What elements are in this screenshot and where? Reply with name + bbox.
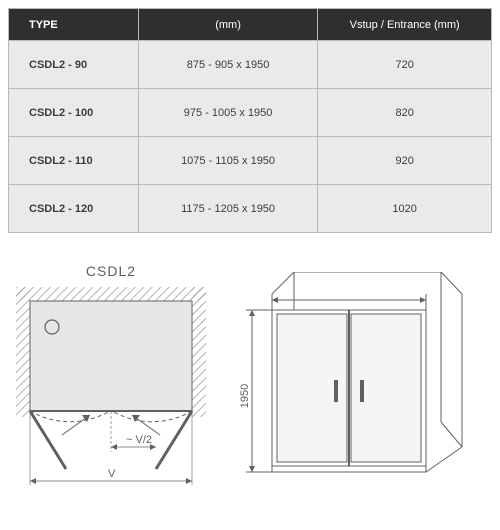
- label-v: V: [108, 468, 116, 480]
- col-entrance: Vstup / Entrance (mm): [318, 9, 492, 41]
- plan-title: CSDL2: [16, 263, 206, 279]
- table-row: CSDL2 - 110 1075 - 1105 x 1950 920: [9, 137, 492, 185]
- diagrams-row: CSDL2: [8, 263, 492, 495]
- cell-entrance: 820: [318, 89, 492, 137]
- label-height: 1950: [239, 384, 251, 408]
- elevation-svg: 1950: [236, 272, 466, 487]
- col-type: TYPE: [9, 9, 139, 41]
- cell-dims: 1075 - 1105 x 1950: [138, 137, 318, 185]
- table-row: CSDL2 - 100 975 - 1005 x 1950 820: [9, 89, 492, 137]
- cell-dims: 875 - 905 x 1950: [138, 41, 318, 89]
- plan-svg: ~ V/2 V: [16, 287, 206, 487]
- cell-entrance: 1020: [318, 185, 492, 233]
- plan-diagram: CSDL2: [16, 263, 206, 487]
- label-v-half: ~ V/2: [126, 434, 152, 446]
- spec-table: TYPE (mm) Vstup / Entrance (mm) CSDL2 - …: [8, 8, 492, 233]
- table-header-row: TYPE (mm) Vstup / Entrance (mm): [9, 9, 492, 41]
- cell-entrance: 720: [318, 41, 492, 89]
- cell-dims: 975 - 1005 x 1950: [138, 89, 318, 137]
- table-row: CSDL2 - 120 1175 - 1205 x 1950 1020: [9, 185, 492, 233]
- cell-type: CSDL2 - 90: [9, 41, 139, 89]
- cell-type: CSDL2 - 110: [9, 137, 139, 185]
- elevation-diagram: 1950: [236, 272, 466, 487]
- col-dims: (mm): [138, 9, 318, 41]
- cell-entrance: 920: [318, 137, 492, 185]
- cell-type: CSDL2 - 100: [9, 89, 139, 137]
- cell-dims: 1175 - 1205 x 1950: [138, 185, 318, 233]
- table-row: CSDL2 - 90 875 - 905 x 1950 720: [9, 41, 492, 89]
- cell-type: CSDL2 - 120: [9, 185, 139, 233]
